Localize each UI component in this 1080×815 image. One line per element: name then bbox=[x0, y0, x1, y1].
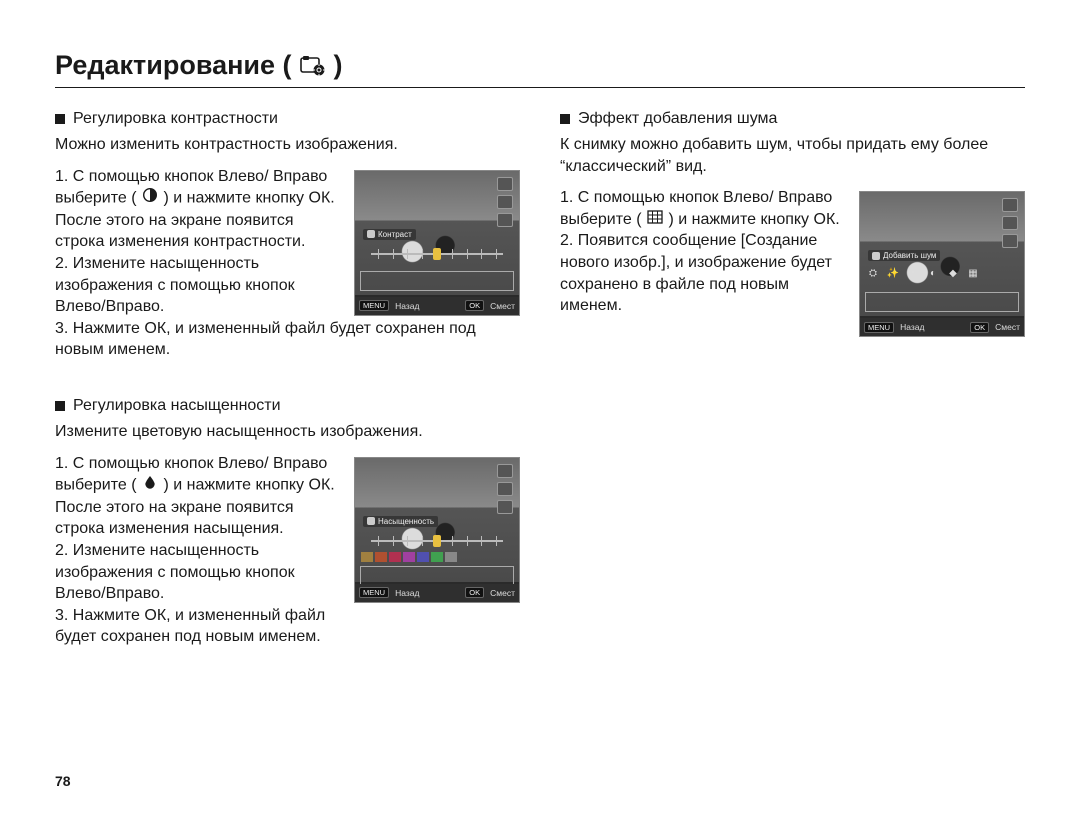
shot-frame-border bbox=[360, 271, 514, 291]
title-rule bbox=[55, 87, 1025, 88]
ok-button-icon: OK bbox=[970, 322, 989, 333]
square-bullet-icon bbox=[55, 401, 65, 411]
shot-frame-border bbox=[865, 292, 1019, 312]
shot-palette bbox=[361, 552, 457, 562]
footer-move: Смест bbox=[490, 588, 515, 598]
step2: 2. Измените насыщенность изображения с п… bbox=[55, 253, 344, 318]
heading-text: Регулировка контрастности bbox=[73, 110, 278, 128]
section-description: К снимку можно добавить шум, чтобы прида… bbox=[560, 134, 1025, 177]
shot-side-icons bbox=[1002, 198, 1020, 248]
left-column: Регулировка контрастности Можно изменить… bbox=[55, 110, 520, 678]
section-noise: Эффект добавления шума К снимку можно до… bbox=[560, 110, 1025, 337]
section-heading: Эффект добавления шума bbox=[560, 110, 1025, 128]
shot-label-text: Добавить шум bbox=[883, 251, 936, 260]
steps-text: 1. С помощью кнопок Влево/ Вправо выбери… bbox=[55, 166, 344, 318]
shot-label: Контраст bbox=[363, 229, 416, 240]
title-text: Редактирование ( bbox=[55, 50, 292, 81]
noise-grid-icon bbox=[647, 209, 663, 231]
title-close: ) bbox=[334, 50, 343, 81]
step2: 2. Появится сообщение [Создание нового и… bbox=[560, 230, 849, 316]
page-number: 78 bbox=[55, 773, 71, 789]
section-contrast: Регулировка контрастности Можно изменить… bbox=[55, 110, 520, 361]
square-bullet-icon bbox=[560, 114, 570, 124]
section-heading: Регулировка контрастности bbox=[55, 110, 520, 128]
step2: 2. Измените насыщенность изображения с п… bbox=[55, 540, 344, 605]
shot-slider bbox=[363, 247, 511, 261]
section-heading: Регулировка насыщенности bbox=[55, 397, 520, 415]
shot-side-icons bbox=[497, 464, 515, 514]
steps-text: 1. С помощью кнопок Влево/ Вправо выбери… bbox=[55, 453, 344, 648]
steps-text: 1. С помощью кнопок Влево/ Вправо выбери… bbox=[560, 187, 849, 317]
contrast-icon bbox=[142, 187, 158, 210]
page-title: Редактирование ( ) bbox=[55, 50, 1025, 81]
noise-screenshot: Добавить шум ⛭✨☀◐◆▦ MENU Назад OK Смест bbox=[859, 191, 1025, 337]
menu-button-icon: MENU bbox=[864, 322, 894, 333]
contrast-mini-icon bbox=[367, 230, 375, 238]
footer-move: Смест bbox=[995, 322, 1020, 332]
saturation-icon bbox=[142, 474, 158, 497]
menu-button-icon: MENU bbox=[359, 300, 389, 311]
content-columns: Регулировка контрастности Можно изменить… bbox=[55, 110, 1025, 678]
contrast-screenshot: Контраст MENU Назад OK Смест bbox=[354, 170, 520, 316]
footer-move: Смест bbox=[490, 301, 515, 311]
section-description: Измените цветовую насыщенность изображен… bbox=[55, 421, 520, 443]
saturation-screenshot: Насыщенность MENU Назад bbox=[354, 457, 520, 603]
shot-footer: MENU Назад OK Смест bbox=[860, 318, 1024, 336]
footer-back: Назад bbox=[900, 322, 924, 332]
heading-text: Эффект добавления шума bbox=[578, 110, 777, 128]
footer-back: Назад bbox=[395, 301, 419, 311]
shot-slider bbox=[363, 534, 511, 548]
shot-label-text: Контраст bbox=[378, 230, 412, 239]
shot-footer: MENU Назад OK Смест bbox=[355, 584, 519, 602]
noise-mini-icon bbox=[872, 252, 880, 260]
section-saturation: Регулировка насыщенности Измените цветов… bbox=[55, 397, 520, 648]
section-body: 1. С помощью кнопок Влево/ Вправо выбери… bbox=[560, 187, 1025, 337]
shot-side-icons bbox=[497, 177, 515, 227]
shot-label-text: Насыщенность bbox=[378, 517, 434, 526]
shot-icon-row: ⛭✨☀◐◆▦ bbox=[866, 264, 1018, 282]
step3: 3. Нажмите ОК, и измененный файл будет с… bbox=[55, 318, 520, 361]
square-bullet-icon bbox=[55, 114, 65, 124]
section-body: 1. С помощью кнопок Влево/ Вправо выбери… bbox=[55, 166, 520, 318]
saturation-mini-icon bbox=[367, 517, 375, 525]
shot-label: Насыщенность bbox=[363, 516, 438, 527]
shot-label: Добавить шум bbox=[868, 250, 940, 261]
edit-gear-icon bbox=[300, 55, 326, 77]
ok-button-icon: OK bbox=[465, 300, 484, 311]
menu-button-icon: MENU bbox=[359, 587, 389, 598]
section-body: 1. С помощью кнопок Влево/ Вправо выбери… bbox=[55, 453, 520, 648]
ok-button-icon: OK bbox=[465, 587, 484, 598]
footer-back: Назад bbox=[395, 588, 419, 598]
step3: 3. Нажмите ОК, и измененный файл будет с… bbox=[55, 605, 344, 648]
right-column: Эффект добавления шума К снимку можно до… bbox=[560, 110, 1025, 678]
step1-b: ) и нажмите кнопку ОК. bbox=[668, 211, 839, 228]
shot-frame-border bbox=[360, 566, 514, 586]
shot-footer: MENU Назад OK Смест bbox=[355, 297, 519, 315]
heading-text: Регулировка насыщенности bbox=[73, 397, 281, 415]
section-description: Можно изменить контрастность изображения… bbox=[55, 134, 520, 156]
